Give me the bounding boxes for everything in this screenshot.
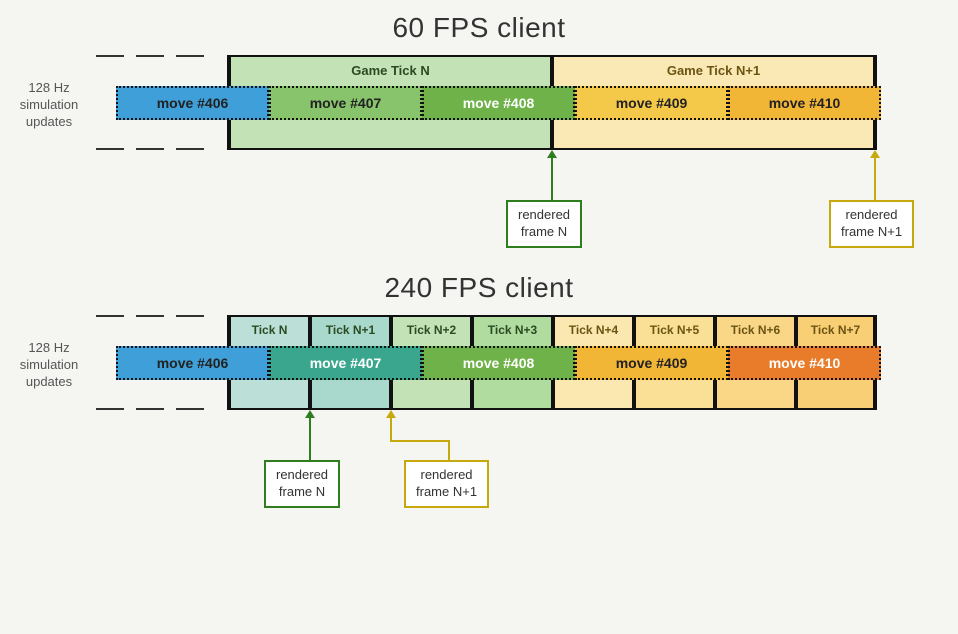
arrow-n-60 xyxy=(551,155,553,200)
dash xyxy=(136,315,164,317)
move-409-240: move #409 xyxy=(575,346,728,380)
tick-label: Tick N+3 xyxy=(488,323,537,337)
tick-label: Game Tick N+1 xyxy=(667,63,760,78)
move-407-60: move #407 xyxy=(269,86,422,120)
arrow-n1-60 xyxy=(874,155,876,200)
arrowhead-icon xyxy=(547,150,557,158)
tick-label: Tick N+4 xyxy=(569,323,618,337)
arrow-n-240 xyxy=(309,415,311,460)
move-label: move #408 xyxy=(463,95,535,111)
tick-label: Tick N xyxy=(252,323,288,337)
tick-label: Tick N+7 xyxy=(811,323,860,337)
move-label: move #407 xyxy=(310,95,382,111)
move-label: move #409 xyxy=(616,95,688,111)
move-407-240: move #407 xyxy=(269,346,422,380)
dash xyxy=(96,148,124,150)
move-label: move #406 xyxy=(157,355,229,371)
move-410-240: move #410 xyxy=(728,346,881,380)
dash xyxy=(96,408,124,410)
move-410-60: move #410 xyxy=(728,86,881,120)
move-label: move #409 xyxy=(616,355,688,371)
rendered-n-60: renderedframe N xyxy=(506,200,582,248)
sidelabel-240: 128 Hzsimulationupdates xyxy=(6,340,92,391)
move-label: move #410 xyxy=(769,355,841,371)
move-label: move #407 xyxy=(310,355,382,371)
move-408-60: move #408 xyxy=(422,86,575,120)
move-406-240: move #406 xyxy=(116,346,269,380)
dash xyxy=(176,408,204,410)
sidelabel-60: 128 Hzsimulationupdates xyxy=(6,80,92,131)
move-409-60: move #409 xyxy=(575,86,728,120)
arrowhead-icon xyxy=(305,410,315,418)
tick-label: Tick N+5 xyxy=(650,323,699,337)
move-label: move #406 xyxy=(157,95,229,111)
arrowhead-icon xyxy=(870,150,880,158)
move-406-60: move #406 xyxy=(116,86,269,120)
connector-h xyxy=(390,440,450,442)
tick-label: Tick N+2 xyxy=(407,323,456,337)
title-60fps: 60 FPS client xyxy=(0,12,958,44)
dash xyxy=(176,148,204,150)
connector-v2 xyxy=(448,440,450,460)
dash xyxy=(96,55,124,57)
move-label: move #408 xyxy=(463,355,535,371)
connector-v xyxy=(390,415,392,440)
dash xyxy=(136,148,164,150)
rendered-n-240: renderedframe N xyxy=(264,460,340,508)
dash xyxy=(96,315,124,317)
rendered-n1-60: renderedframe N+1 xyxy=(829,200,914,248)
rendered-n1-240: renderedframe N+1 xyxy=(404,460,489,508)
dash xyxy=(176,55,204,57)
tick-label: Game Tick N xyxy=(351,63,430,78)
move-label: move #410 xyxy=(769,95,841,111)
dash xyxy=(136,408,164,410)
dash xyxy=(136,55,164,57)
tick-label: Tick N+1 xyxy=(326,323,375,337)
move-408-240: move #408 xyxy=(422,346,575,380)
tick-label: Tick N+6 xyxy=(731,323,780,337)
title-240fps: 240 FPS client xyxy=(0,272,958,304)
dash xyxy=(176,315,204,317)
